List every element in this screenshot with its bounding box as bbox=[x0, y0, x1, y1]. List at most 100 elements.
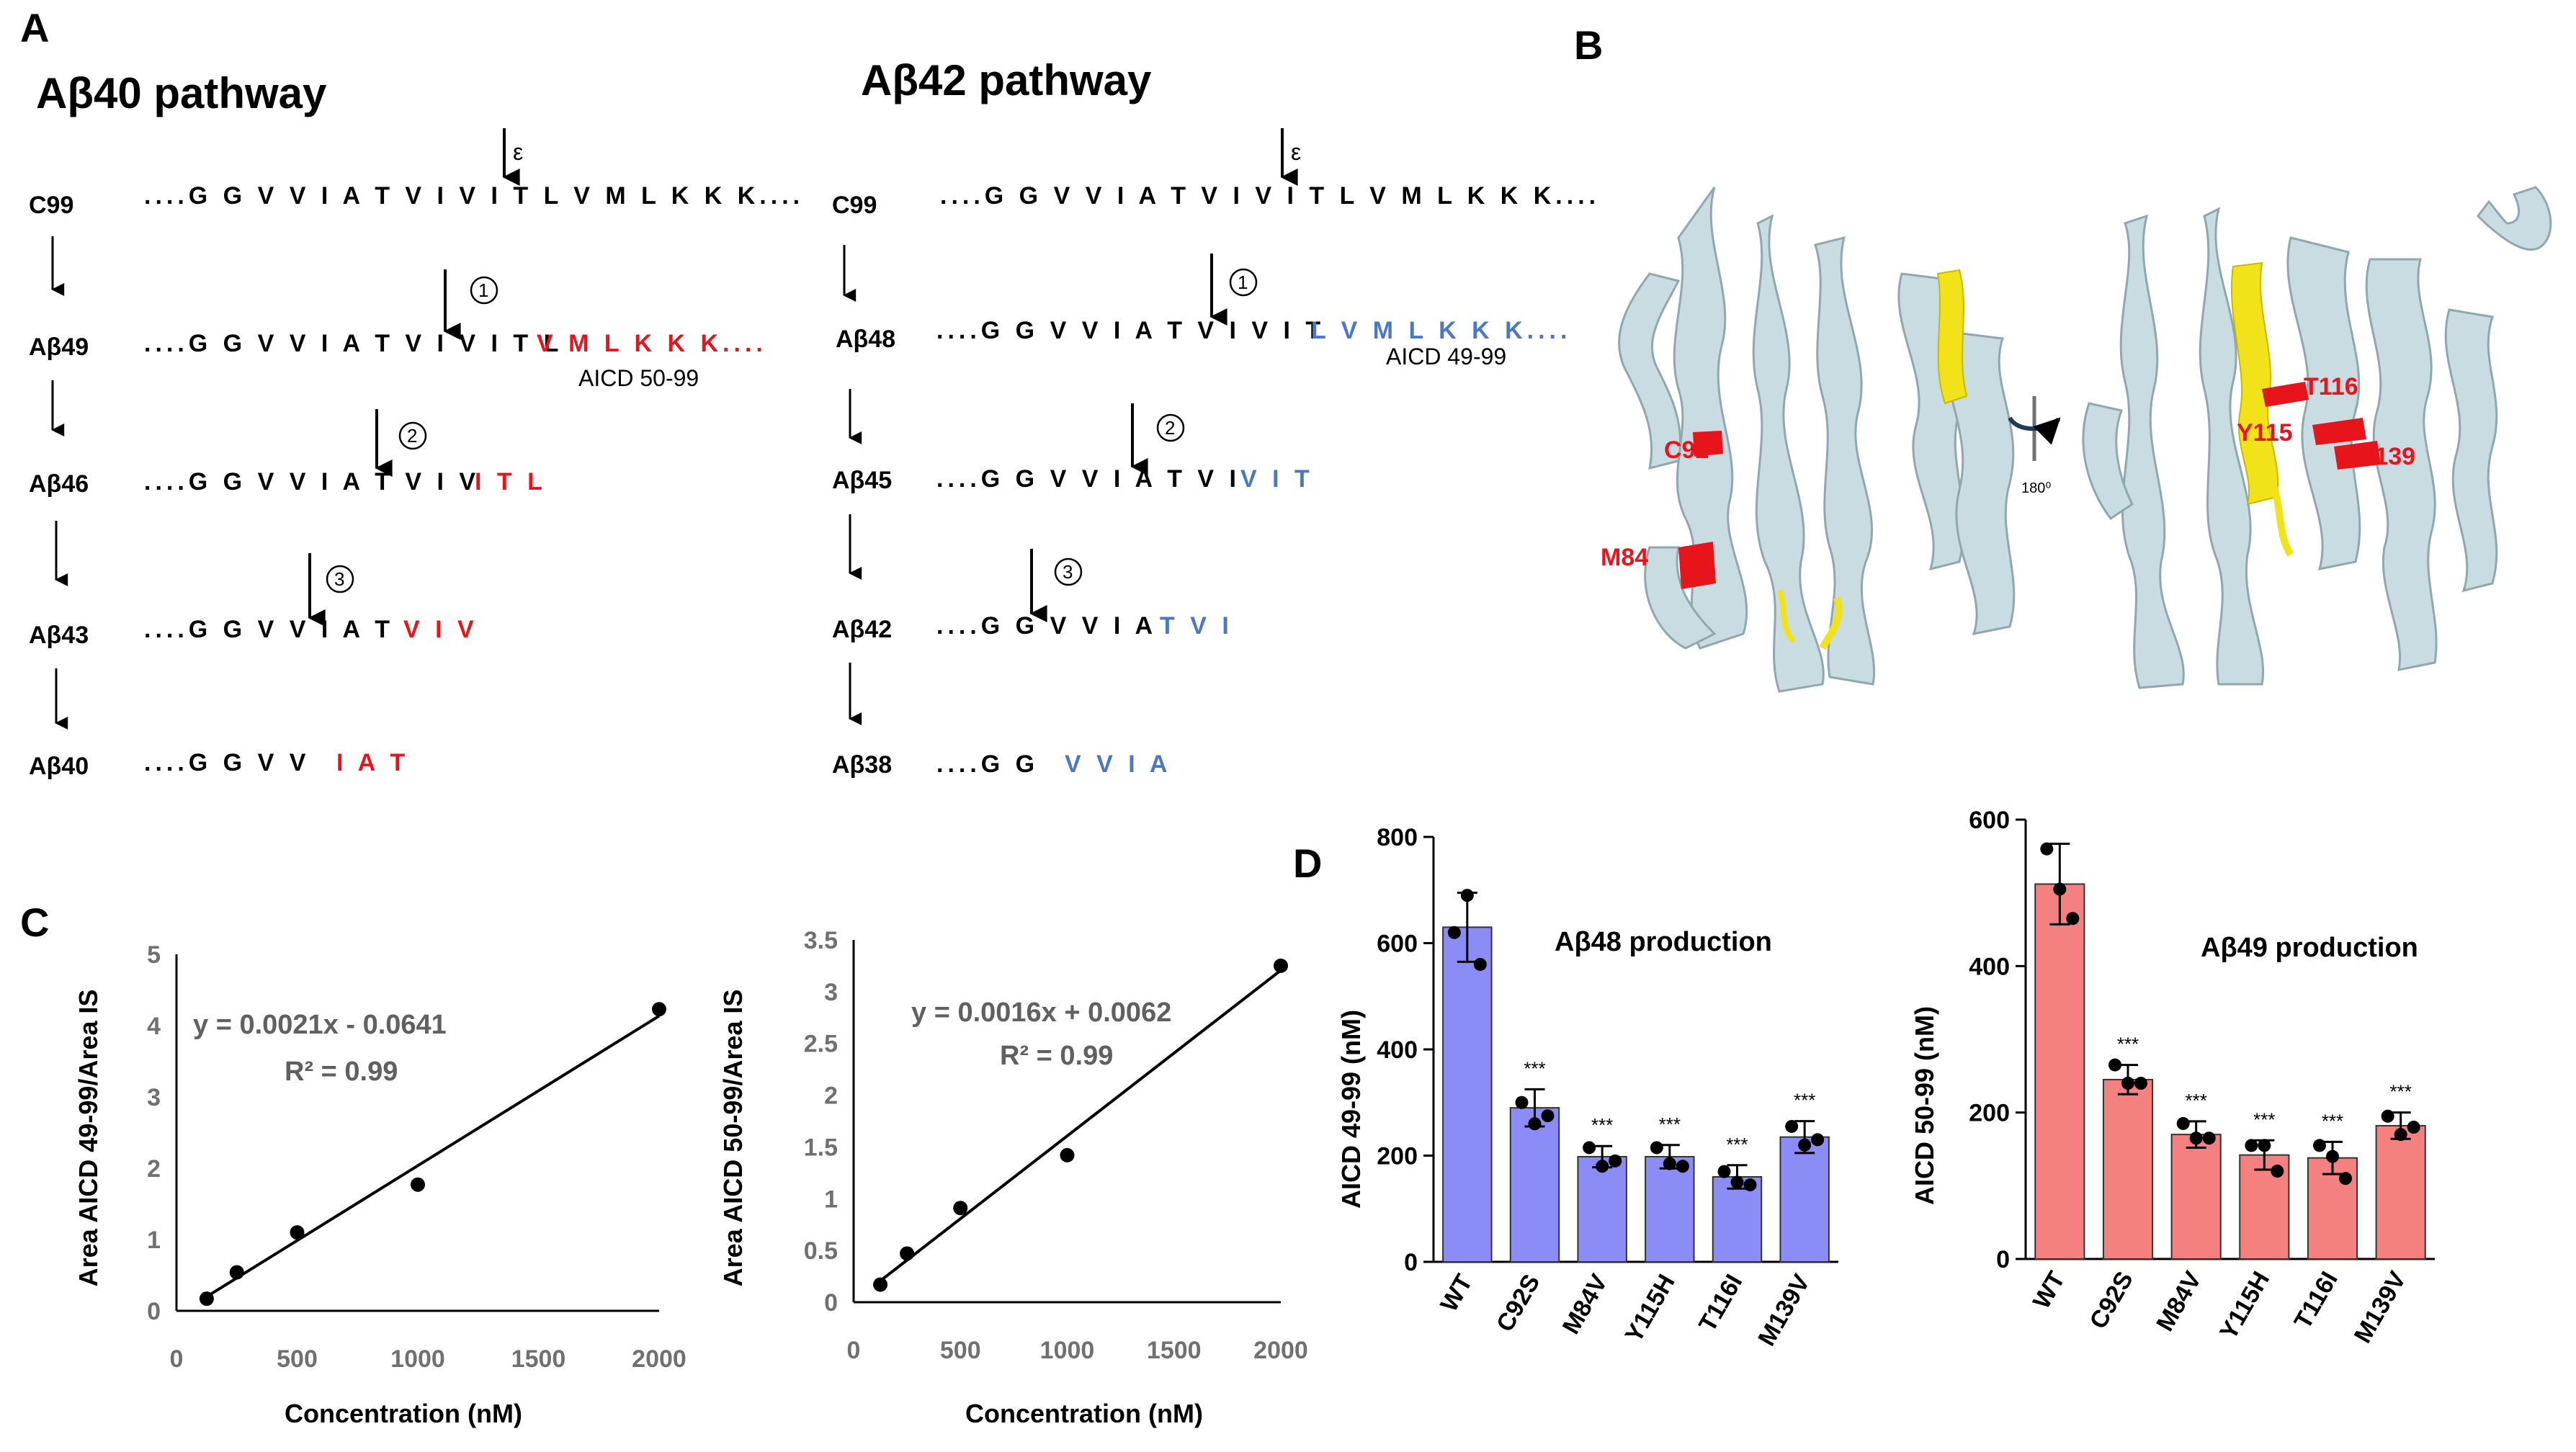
y-tick-label: 0 bbox=[147, 1298, 161, 1325]
category-label: M139V bbox=[1753, 1270, 1815, 1351]
data-point bbox=[290, 1225, 305, 1240]
step-circle bbox=[1156, 413, 1185, 442]
chart-title: Aβ48 production bbox=[1555, 927, 1772, 957]
bar-chart-abeta48: AICD 49-99 (nM) Aβ48 production 0 200 400 6… bbox=[1336, 824, 1838, 1350]
y-tick-label: 600 bbox=[1969, 807, 2010, 834]
loop-highlight bbox=[1776, 589, 1797, 643]
replicate-point bbox=[2189, 1131, 2203, 1145]
step-circle bbox=[1229, 268, 1258, 297]
data-point bbox=[229, 1265, 244, 1280]
step-number: 3 bbox=[1063, 561, 1073, 583]
x-tick-label: 500 bbox=[277, 1345, 318, 1373]
panel-d: D AICD 49-99 (nM) Aβ48 production 0 200 40… bbox=[1293, 807, 2435, 1350]
y-tick-label: 1 bbox=[824, 1186, 838, 1213]
significance-mark: *** bbox=[1591, 1114, 1613, 1136]
significance-mark: *** bbox=[2322, 1110, 2343, 1131]
bar bbox=[1779, 1136, 1830, 1263]
replicate-point bbox=[1515, 1095, 1529, 1109]
replicate-point bbox=[1743, 1178, 1757, 1192]
replicate-point bbox=[1541, 1109, 1555, 1123]
replicate-point bbox=[2394, 1128, 2407, 1142]
y-tick-label: 2 bbox=[147, 1155, 161, 1183]
helix-highlight bbox=[1936, 269, 1968, 405]
data-point bbox=[411, 1177, 425, 1192]
r-squared: R² = 0.99 bbox=[1000, 1041, 1113, 1071]
cleaved-peptide: V V I A bbox=[1065, 750, 1171, 778]
replicate-point bbox=[2407, 1121, 2420, 1134]
x-tick-label: 500 bbox=[940, 1337, 981, 1364]
category-label: Y115H bbox=[2214, 1267, 2275, 1344]
step-circle bbox=[1054, 557, 1083, 586]
sequence: ....G G V V I A T V I V bbox=[144, 468, 480, 496]
sequence: ....G G V V I A T V I bbox=[936, 465, 1240, 493]
step-name: Aβ42 bbox=[832, 616, 892, 643]
replicate-point bbox=[2202, 1131, 2216, 1145]
step-name: Aβ40 bbox=[29, 753, 89, 780]
aicd-label: AICD 49-99 bbox=[1386, 344, 1506, 369]
rotation-icon bbox=[2008, 396, 2061, 461]
sequence: ....G G V V I A T V I V I T bbox=[936, 317, 1325, 344]
replicate-point bbox=[2108, 1058, 2121, 1072]
panel-label-d: D bbox=[1293, 841, 1322, 886]
y-tick-label: 800 bbox=[1377, 824, 1418, 851]
data-point bbox=[900, 1246, 915, 1261]
category-label: Y115H bbox=[1620, 1270, 1681, 1347]
mutation-site bbox=[2262, 382, 2309, 407]
step-name: Aβ46 bbox=[29, 470, 89, 498]
sequence: ....G G V V I A bbox=[936, 612, 1157, 640]
category-label: C92S bbox=[2084, 1267, 2138, 1334]
replicate-point bbox=[1473, 958, 1487, 971]
step-number: 2 bbox=[1165, 417, 1175, 439]
cleaved-peptide: I A T bbox=[336, 749, 409, 776]
regression-equation: y = 0.0021x - 0.0641 bbox=[193, 1010, 447, 1040]
calibration-chart-aicd-50-99: Area AICD 50-99/Area IS Concentration (n… bbox=[718, 927, 1308, 1428]
category-label: WT bbox=[1435, 1270, 1477, 1317]
y-tick-label: 0 bbox=[1404, 1249, 1418, 1276]
y-tick-label: 3 bbox=[824, 979, 838, 1006]
bar bbox=[2375, 1124, 2426, 1260]
replicate-point bbox=[2313, 1139, 2326, 1152]
replicate-point bbox=[1663, 1157, 1676, 1170]
cleaved-peptide: V M L K K K.... bbox=[537, 330, 767, 357]
data-point bbox=[199, 1291, 214, 1307]
replicate-point bbox=[1717, 1165, 1731, 1178]
step-number: 1 bbox=[1238, 272, 1248, 293]
abeta40-pathway-title: Aβ40 pathway bbox=[36, 69, 327, 117]
calibration-chart-aicd-49-99: Area AICD 49-99/Area IS Concentration (n… bbox=[73, 941, 687, 1428]
regression-line bbox=[205, 1014, 661, 1299]
y-tick-label: 1 bbox=[147, 1227, 161, 1254]
replicate-point bbox=[1650, 1141, 1663, 1155]
y-tick-label: 400 bbox=[1377, 1036, 1418, 1064]
loop-highlight bbox=[1819, 596, 1843, 650]
protein-structure-left bbox=[1618, 187, 2016, 693]
bar bbox=[1645, 1155, 1695, 1263]
category-label: M84V bbox=[2151, 1267, 2206, 1336]
category-label: T116I bbox=[1694, 1270, 1748, 1337]
significance-mark: *** bbox=[2117, 1034, 2139, 1055]
significance-mark: *** bbox=[2253, 1108, 2275, 1130]
y-tick-label: 1.5 bbox=[804, 1134, 838, 1161]
data-point bbox=[1060, 1147, 1075, 1162]
sequence: ....G G V V I A T V I V I T L bbox=[144, 330, 563, 357]
epsilon-label: ε bbox=[1291, 139, 1301, 165]
mutation-site bbox=[1678, 542, 1716, 589]
sequence: ....G G V V I A T bbox=[144, 616, 394, 643]
bar bbox=[1712, 1176, 1763, 1263]
x-tick-label: 1500 bbox=[511, 1345, 566, 1373]
y-tick-label: 2 bbox=[824, 1083, 838, 1110]
x-tick-label: 1000 bbox=[1040, 1337, 1095, 1364]
step-number: 1 bbox=[478, 279, 488, 301]
y-tick-label: 600 bbox=[1377, 931, 1418, 958]
y-tick-label: 3 bbox=[147, 1084, 161, 1111]
panel-label-a: A bbox=[20, 5, 49, 50]
category-label: M84V bbox=[1557, 1270, 1613, 1339]
regression-equation: y = 0.0016x + 0.0062 bbox=[911, 998, 1171, 1028]
y-axis-label: AICD 49-99 (nM) bbox=[1336, 1010, 1366, 1209]
replicate-point bbox=[2053, 882, 2067, 896]
y-tick-label: 400 bbox=[1969, 953, 2010, 980]
x-tick-label: 2000 bbox=[1253, 1337, 1308, 1364]
replicate-point bbox=[2245, 1139, 2258, 1152]
y-axis-label: Area AICD 49-99/Area IS bbox=[73, 990, 103, 1287]
mutation-site bbox=[2334, 441, 2381, 470]
